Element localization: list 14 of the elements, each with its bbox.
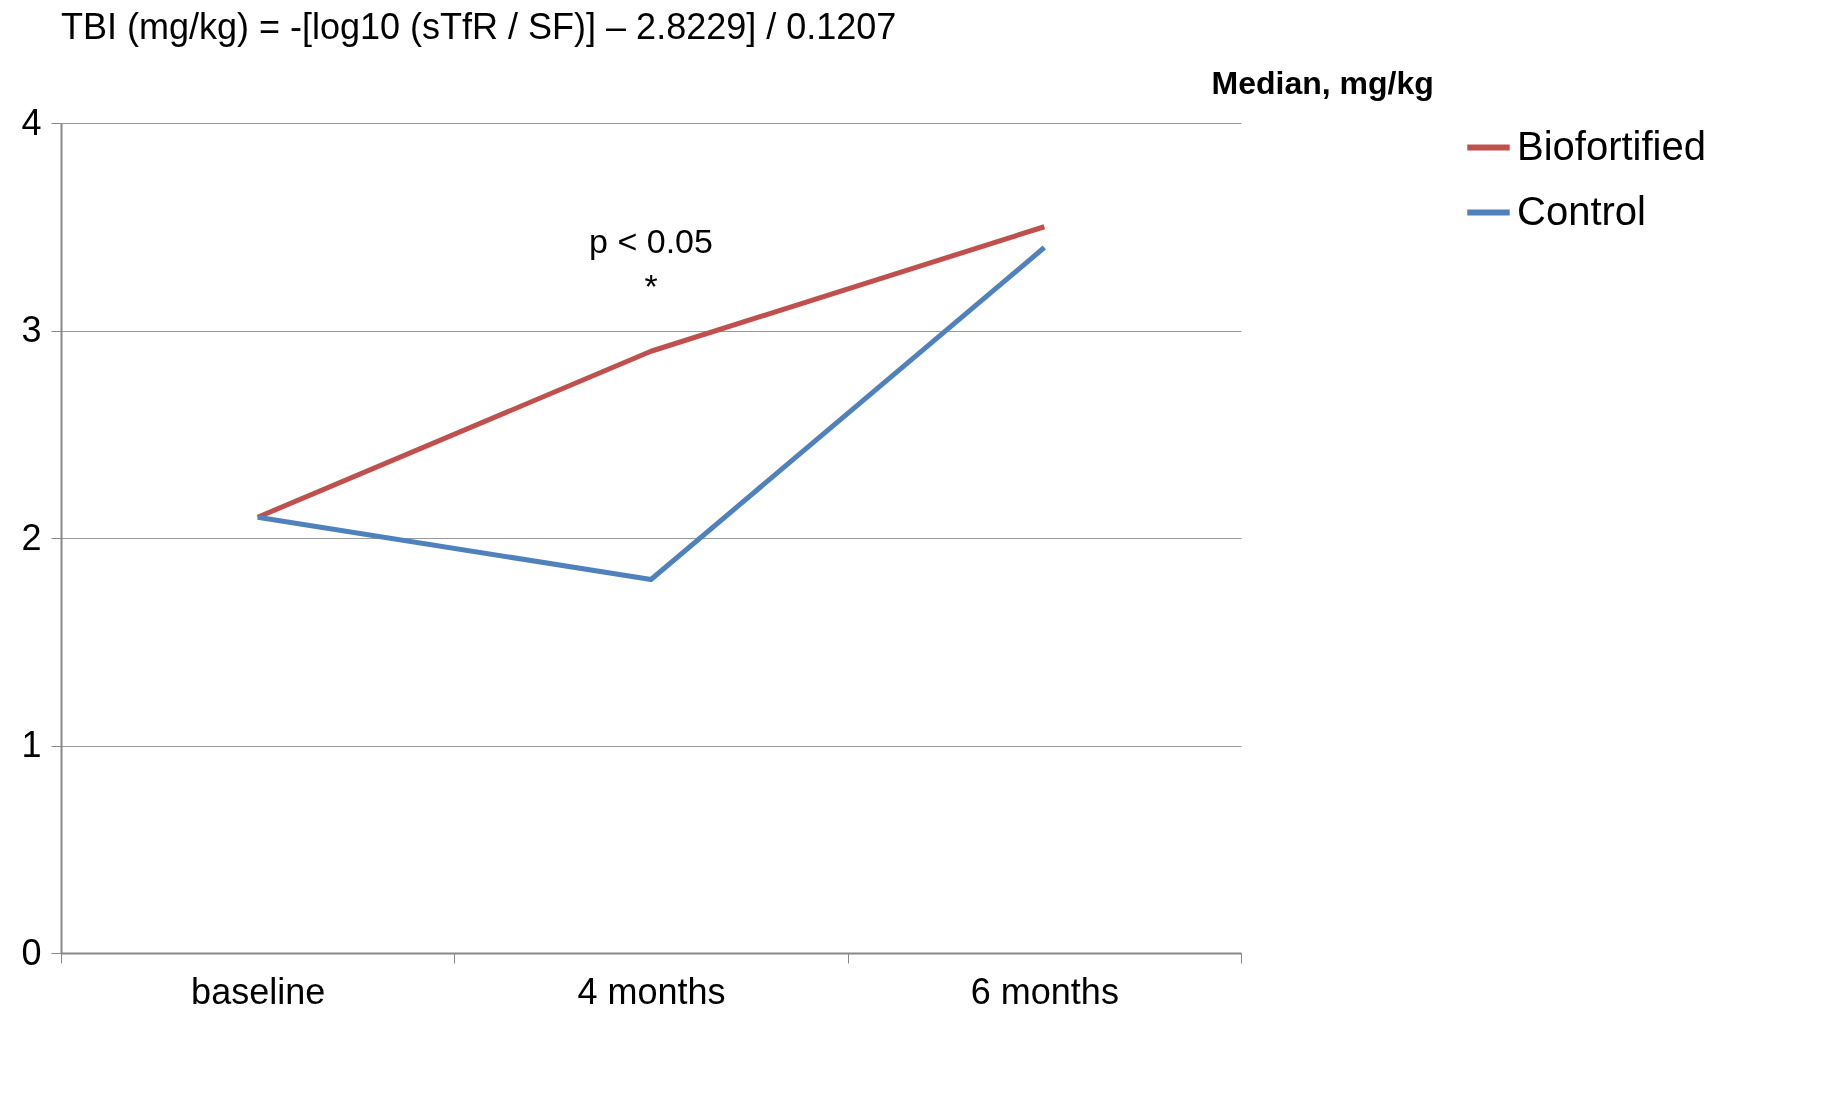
- y-tick-label: 0: [21, 931, 42, 973]
- x-tick-label: baseline: [191, 970, 326, 1012]
- x-tick-label: 4 months: [577, 970, 726, 1012]
- legend-label: Control: [1517, 188, 1646, 233]
- y-tick-label: 4: [21, 101, 42, 143]
- annotation: *: [644, 267, 658, 305]
- y-tick-label: 1: [21, 724, 42, 765]
- annotation: p < 0.05: [589, 222, 713, 260]
- legend-label: Biofortified: [1517, 123, 1706, 168]
- x-tick-label: 6 months: [970, 970, 1119, 1012]
- y-tick-label: 2: [21, 516, 42, 558]
- y-tick-label: 3: [21, 309, 42, 350]
- y-axis-title: Median, mg/kg: [1211, 64, 1434, 101]
- chart-title: TBI (mg/kg) = -[log10 (sTfR / SF)] – 2.8229] / 0.1207: [61, 6, 897, 47]
